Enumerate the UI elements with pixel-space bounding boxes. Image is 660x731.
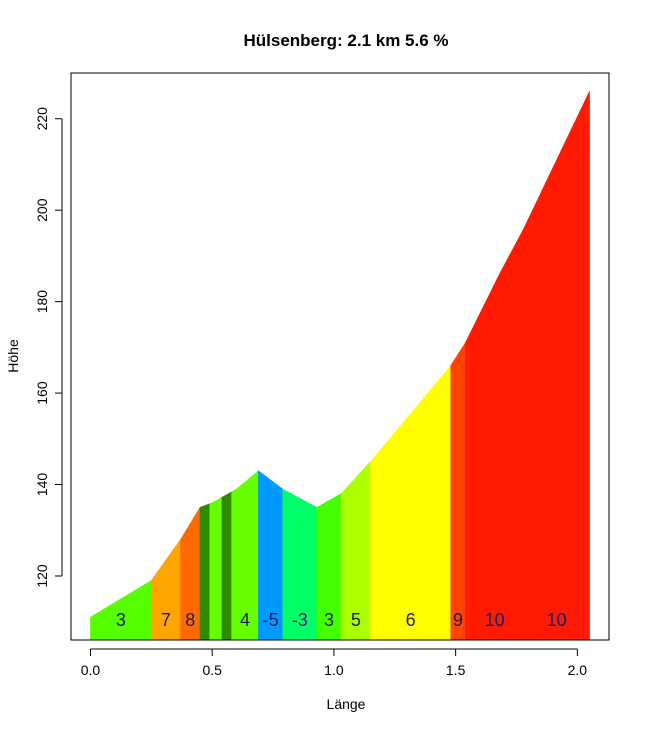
x-axis: 0.0 0.5 1.0 1.5 2.0	[81, 648, 588, 678]
segment-gradient-label: -3	[292, 610, 308, 630]
x-tick-label: 2.0	[568, 662, 588, 678]
segment-gradient-label: 3	[324, 610, 334, 630]
profile-segment	[209, 496, 223, 641]
segment-gradient-label: 10	[547, 610, 567, 630]
chart-title: Hülsenberg: 2.1 km 5.6 %	[243, 31, 448, 50]
segment-labels: 3 7 8 4 -5 -3 3 5 6 9 10 10	[116, 610, 567, 630]
y-tick-label: 220	[34, 107, 50, 131]
x-tick-label: 1.5	[446, 662, 466, 678]
segment-gradient-label: 5	[351, 610, 361, 630]
segment-gradient-label: -5	[263, 610, 279, 630]
segment-gradient-label: 9	[453, 610, 463, 630]
plot-frame	[70, 72, 610, 641]
profile-segment	[523, 91, 590, 641]
x-tick-label: 0.0	[81, 662, 101, 678]
segment-gradient-label: 3	[116, 610, 126, 630]
y-tick-label: 120	[34, 564, 50, 588]
x-tick-label: 0.5	[202, 662, 222, 678]
y-tick-label: 140	[34, 473, 50, 497]
segment-gradient-label: 10	[485, 610, 505, 630]
profile-area	[90, 91, 590, 641]
y-axis: 120 140 160 180 200 220	[34, 107, 63, 588]
profile-segment	[465, 228, 525, 641]
segment-gradient-label: 7	[161, 610, 171, 630]
profile-segment	[450, 341, 466, 641]
x-tick-label: 1.0	[324, 662, 344, 678]
y-tick-label: 200	[34, 198, 50, 222]
x-axis-label: Länge	[327, 696, 366, 712]
profile-segment	[370, 364, 452, 641]
segment-gradient-label: 4	[240, 610, 250, 630]
profile-segment	[199, 503, 211, 641]
y-tick-label: 160	[34, 381, 50, 405]
segment-gradient-label: 6	[406, 610, 416, 630]
segment-gradient-label: 8	[185, 610, 195, 630]
y-tick-label: 180	[34, 290, 50, 314]
profile-segment	[221, 491, 232, 641]
y-axis-label: Höhe	[5, 339, 21, 373]
